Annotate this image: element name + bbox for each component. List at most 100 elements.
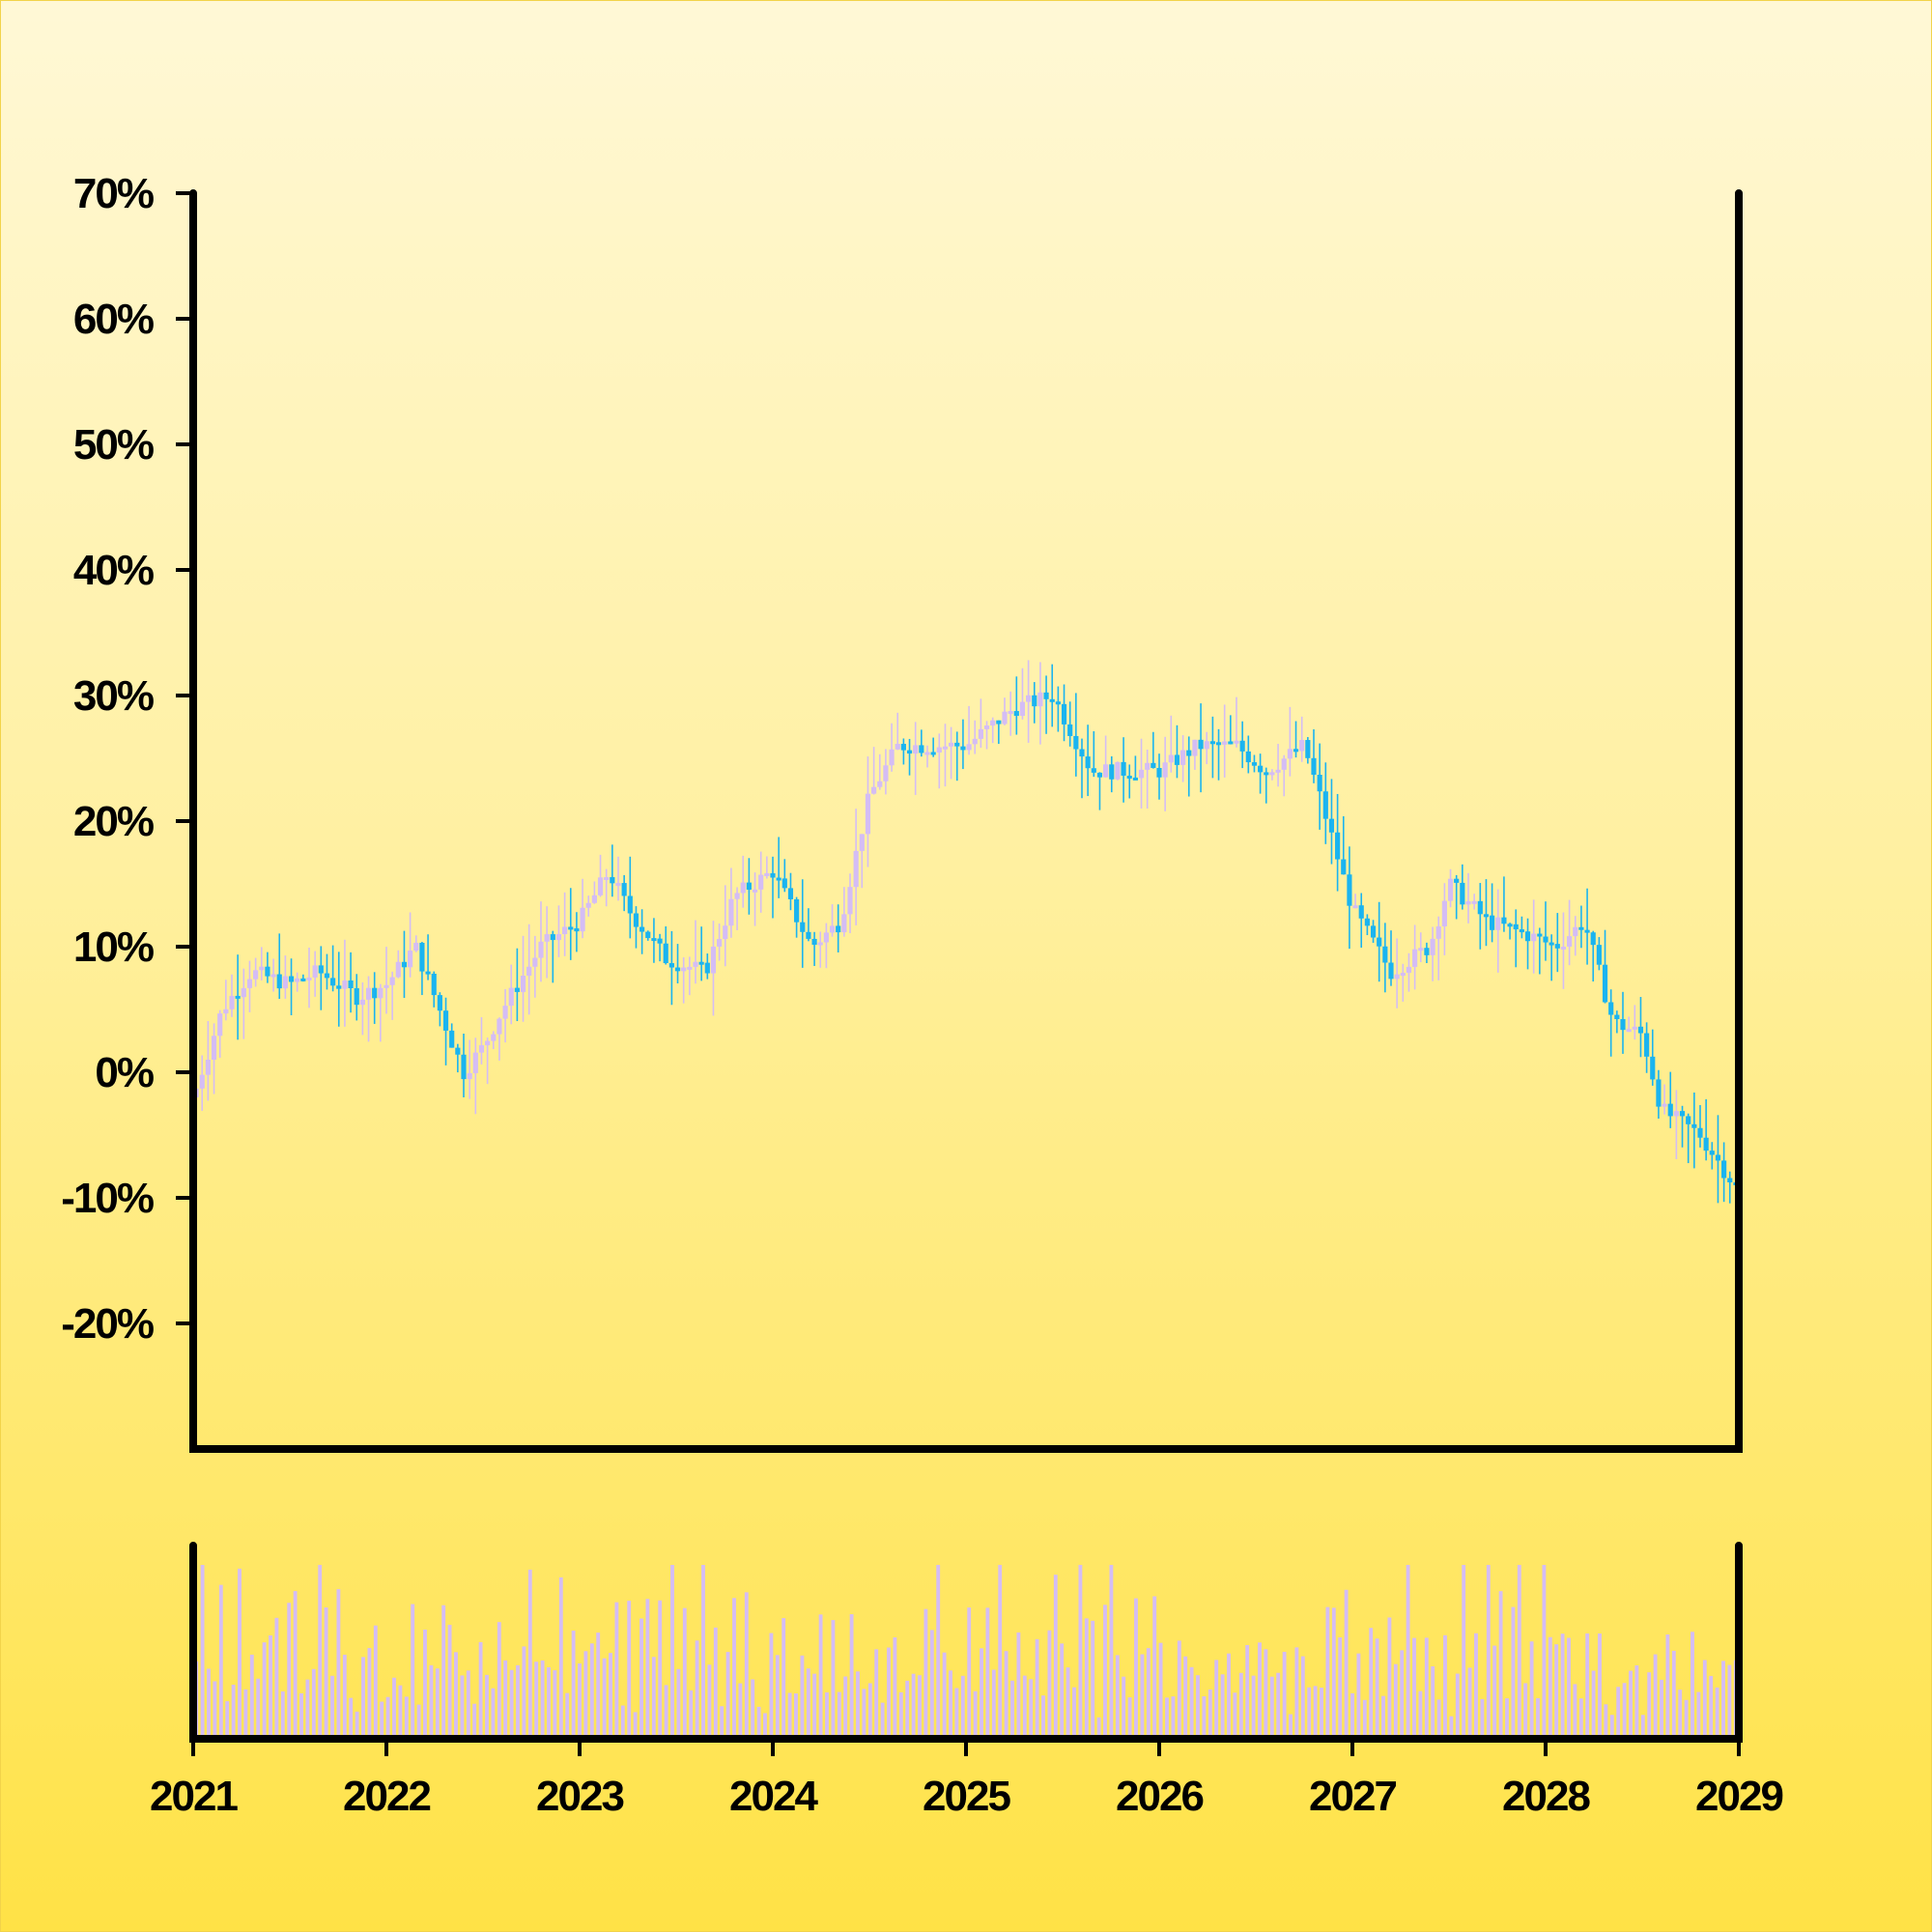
candle-body xyxy=(674,967,681,972)
candle-body xyxy=(787,888,794,899)
candle-body xyxy=(1228,741,1234,745)
volume-bar xyxy=(1529,1641,1534,1739)
candle-body xyxy=(681,967,687,972)
candle-body xyxy=(295,978,300,982)
volume-bar xyxy=(1585,1633,1590,1739)
volume-bar xyxy=(843,1676,848,1739)
candle-body xyxy=(270,974,276,978)
volume-bar xyxy=(1393,1663,1398,1739)
candle-body xyxy=(1121,761,1126,776)
volume-bar xyxy=(503,1660,508,1739)
candle-body xyxy=(604,877,610,881)
candle-body xyxy=(919,745,924,753)
volume-bar xyxy=(1276,1672,1281,1739)
volume-bar xyxy=(1573,1684,1577,1739)
candle-body xyxy=(408,951,413,968)
candle-body xyxy=(1275,769,1281,773)
volume-bar xyxy=(645,1599,650,1739)
x-tick-label: 2025 xyxy=(923,1773,1010,1820)
candle-body xyxy=(900,744,906,751)
volume-bar xyxy=(991,1669,996,1739)
candle-body xyxy=(1358,905,1364,919)
volume-bar xyxy=(1320,1688,1323,1739)
candle-body xyxy=(568,926,574,930)
y-tick-label: 30% xyxy=(73,672,154,720)
volume-bar xyxy=(720,1706,724,1739)
volume-bar xyxy=(949,1670,952,1739)
volume-bar xyxy=(664,1685,668,1739)
candle-body xyxy=(1215,742,1222,746)
candle-body xyxy=(544,934,550,942)
candle-body xyxy=(1115,761,1121,780)
volume-bar xyxy=(1369,1628,1374,1739)
candle-body xyxy=(1614,1014,1620,1020)
candle-body xyxy=(1364,918,1370,926)
volume-bar xyxy=(269,1634,272,1739)
volume-bar xyxy=(1653,1654,1658,1739)
x-tick-label: 2028 xyxy=(1502,1773,1590,1820)
volume-bar xyxy=(627,1601,632,1739)
candle-body xyxy=(687,966,693,970)
candle-body xyxy=(461,1054,467,1080)
candle-body xyxy=(972,738,978,745)
candle-body xyxy=(657,938,663,944)
volume-bar xyxy=(1350,1692,1354,1739)
candle-body xyxy=(324,973,330,979)
volume-bar xyxy=(1115,1655,1120,1739)
candle-body xyxy=(1293,749,1299,753)
volume-bar xyxy=(1227,1653,1231,1739)
volume-bar xyxy=(589,1643,594,1739)
volume-bar xyxy=(380,1701,384,1739)
volume-bar xyxy=(980,1648,983,1739)
volume-bar xyxy=(534,1662,539,1739)
candle-body xyxy=(425,971,431,975)
candle-body xyxy=(574,928,580,932)
volume-bar xyxy=(837,1691,841,1739)
candle-body xyxy=(776,877,781,881)
volume-bar xyxy=(1146,1648,1151,1739)
volume-bar xyxy=(967,1607,972,1739)
volume-bar xyxy=(614,1602,619,1739)
volume-bar xyxy=(825,1691,829,1739)
candle-body xyxy=(1377,937,1382,947)
x-tick-label: 2024 xyxy=(729,1773,818,1820)
candle-body xyxy=(936,747,942,753)
candle-body xyxy=(217,1013,223,1037)
candle-body xyxy=(526,966,532,977)
candle-body xyxy=(1477,900,1483,915)
volume-bar xyxy=(620,1705,625,1739)
volume-bar xyxy=(1202,1696,1207,1739)
volume-bar xyxy=(1152,1596,1157,1739)
volume-bar xyxy=(1375,1638,1379,1739)
volume-bar xyxy=(1598,1633,1602,1739)
volume-bar xyxy=(355,1711,359,1739)
volume-bar xyxy=(973,1690,978,1739)
y-tick-label: 0% xyxy=(95,1049,153,1096)
candle-body xyxy=(223,1009,229,1014)
candle-body xyxy=(627,895,633,914)
candle-body xyxy=(1328,818,1335,833)
volume-bar xyxy=(1264,1649,1268,1739)
candle-body xyxy=(723,925,728,940)
volume-bar xyxy=(1214,1660,1219,1739)
volume-bar xyxy=(1060,1643,1065,1739)
candle-body xyxy=(1578,926,1584,930)
candle-body xyxy=(1388,962,1394,980)
candle-body xyxy=(781,878,787,889)
volume-bar xyxy=(213,1681,217,1739)
candle-body xyxy=(942,746,949,750)
volume-bar xyxy=(1505,1698,1509,1739)
candle-body xyxy=(1531,933,1537,942)
volume-bar xyxy=(1338,1637,1343,1739)
candle-body xyxy=(913,745,919,754)
candle-body xyxy=(1222,741,1228,745)
candle-body xyxy=(1637,1026,1644,1034)
candle-body xyxy=(1317,775,1322,792)
candle-body xyxy=(514,987,520,992)
candle-body xyxy=(740,882,746,894)
volume-bar xyxy=(1109,1565,1114,1739)
volume-bar xyxy=(831,1620,836,1739)
volume-bar xyxy=(1449,1716,1454,1739)
volume-bar xyxy=(1122,1676,1126,1739)
volume-bar xyxy=(639,1618,643,1739)
